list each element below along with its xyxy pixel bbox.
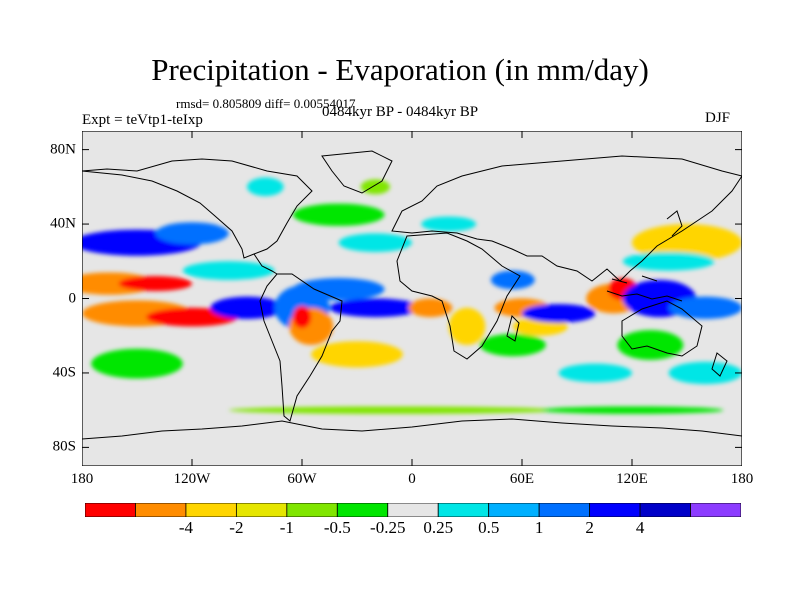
colorbar-label-3: -0.5 — [323, 518, 351, 537]
season-label: DJF — [705, 110, 731, 126]
anomaly-cyan-32 — [558, 363, 632, 383]
latitude-axis — [82, 149, 742, 448]
colorbar-cell-1 — [135, 503, 187, 517]
anomaly-lime-37 — [360, 179, 391, 195]
colorbar-cell-6 — [387, 503, 439, 517]
anomaly-green-34 — [540, 406, 724, 414]
anomaly-cyan-35 — [247, 177, 284, 197]
anomaly-yellow-28 — [632, 224, 742, 262]
australia-coast — [621, 300, 703, 357]
colorbar-label-5: 0.25 — [423, 518, 454, 537]
colorbar-label-6: 0.5 — [478, 518, 500, 537]
lat-label-4: 80S — [52, 438, 76, 455]
colorbar-label-7: 1 — [534, 518, 544, 537]
south-america-coast — [259, 273, 343, 422]
anomaly-green-30 — [617, 330, 684, 360]
colorbar-cell-10 — [589, 503, 641, 517]
anomaly-red-11 — [292, 305, 312, 329]
colorbar-cell-3 — [235, 503, 288, 517]
eurasia-coast — [391, 155, 742, 282]
lon-label-2: 60W — [287, 471, 317, 487]
colorbar-label-9: 4 — [635, 518, 645, 537]
antarctica-coast — [82, 418, 742, 440]
lat-label-1: 40N — [50, 215, 76, 232]
anomaly-red-3 — [118, 276, 192, 292]
colorbar-label-2: -1 — [279, 518, 294, 537]
colorbar-label-8: 2 — [585, 518, 594, 537]
chart-title: Precipitation - Evaporation (in mm/day) — [151, 52, 649, 87]
colorbar-cell-5 — [336, 503, 389, 517]
colorbar-cell-12 — [690, 503, 741, 517]
anomaly-green-6 — [91, 348, 183, 379]
central-america-coast — [253, 253, 278, 275]
anomaly-yellow-14 — [311, 341, 403, 368]
greenland-coast — [321, 150, 393, 194]
africa-coast — [396, 232, 521, 360]
north-america-coast — [82, 158, 313, 259]
longitude-axis — [82, 131, 742, 466]
colorbar-label-0: -4 — [178, 518, 194, 537]
anomaly-cyan-36 — [421, 216, 477, 232]
anomaly-yellow-18 — [448, 307, 486, 346]
lon-label-4: 60E — [509, 471, 535, 487]
anomaly-blue-12 — [292, 278, 385, 301]
colorbar — [85, 503, 741, 517]
colorbar-cell-2 — [185, 503, 237, 517]
japan-coast — [666, 210, 683, 237]
lat-label-3: 40S — [52, 364, 76, 381]
new-zealand-coast — [711, 352, 728, 377]
pe-map — [82, 131, 742, 466]
madagascar-coast — [506, 315, 520, 342]
lon-label-5: 120E — [616, 471, 648, 487]
experiment-label: Expt = teVtp1-teIxp — [82, 112, 203, 128]
lat-label-2: 0 — [68, 290, 77, 306]
colorbar-cell-7 — [437, 503, 490, 517]
colorbar-cell-11 — [639, 503, 691, 517]
anomaly-green-15 — [292, 203, 385, 226]
rmsd-diff-stats: rmsd= 0.805809 diff= 0.00554017 — [176, 96, 356, 111]
colorbar-label-4: -0.25 — [370, 518, 406, 537]
anomaly-orange-17 — [408, 298, 453, 318]
colorbar-cell-9 — [538, 503, 591, 517]
anomaly-blue-1 — [155, 222, 229, 245]
colorbar-cell-0 — [85, 503, 136, 517]
anomaly-dblue-13 — [329, 298, 422, 318]
anomaly-green-22 — [479, 333, 546, 357]
lon-label-6: 180 — [730, 471, 754, 487]
lon-label-0: 180 — [70, 471, 94, 487]
colorbar-cell-8 — [488, 503, 540, 517]
indonesia-coast — [606, 275, 683, 302]
lon-label-1: 120W — [173, 471, 211, 487]
anomaly-dblue-23 — [522, 304, 596, 323]
anomaly-cyan-31 — [668, 361, 742, 385]
anomaly-dblue-8 — [210, 296, 284, 319]
lat-label-0: 80N — [50, 141, 76, 158]
pe-anomaly-field — [82, 177, 742, 414]
period-label: 0484kyr BP - 0484kyr BP — [322, 104, 479, 120]
anomaly-blue-19 — [490, 270, 535, 290]
lon-label-3: 0 — [408, 471, 416, 487]
anomaly-cyan-16 — [338, 233, 413, 252]
colorbar-label-1: -2 — [229, 518, 244, 537]
anomaly-lime-33 — [228, 406, 559, 414]
anomaly-cyan-29 — [622, 251, 715, 271]
coastlines — [82, 150, 742, 440]
anomaly-cyan-7 — [182, 261, 275, 280]
colorbar-cell-4 — [286, 503, 338, 517]
